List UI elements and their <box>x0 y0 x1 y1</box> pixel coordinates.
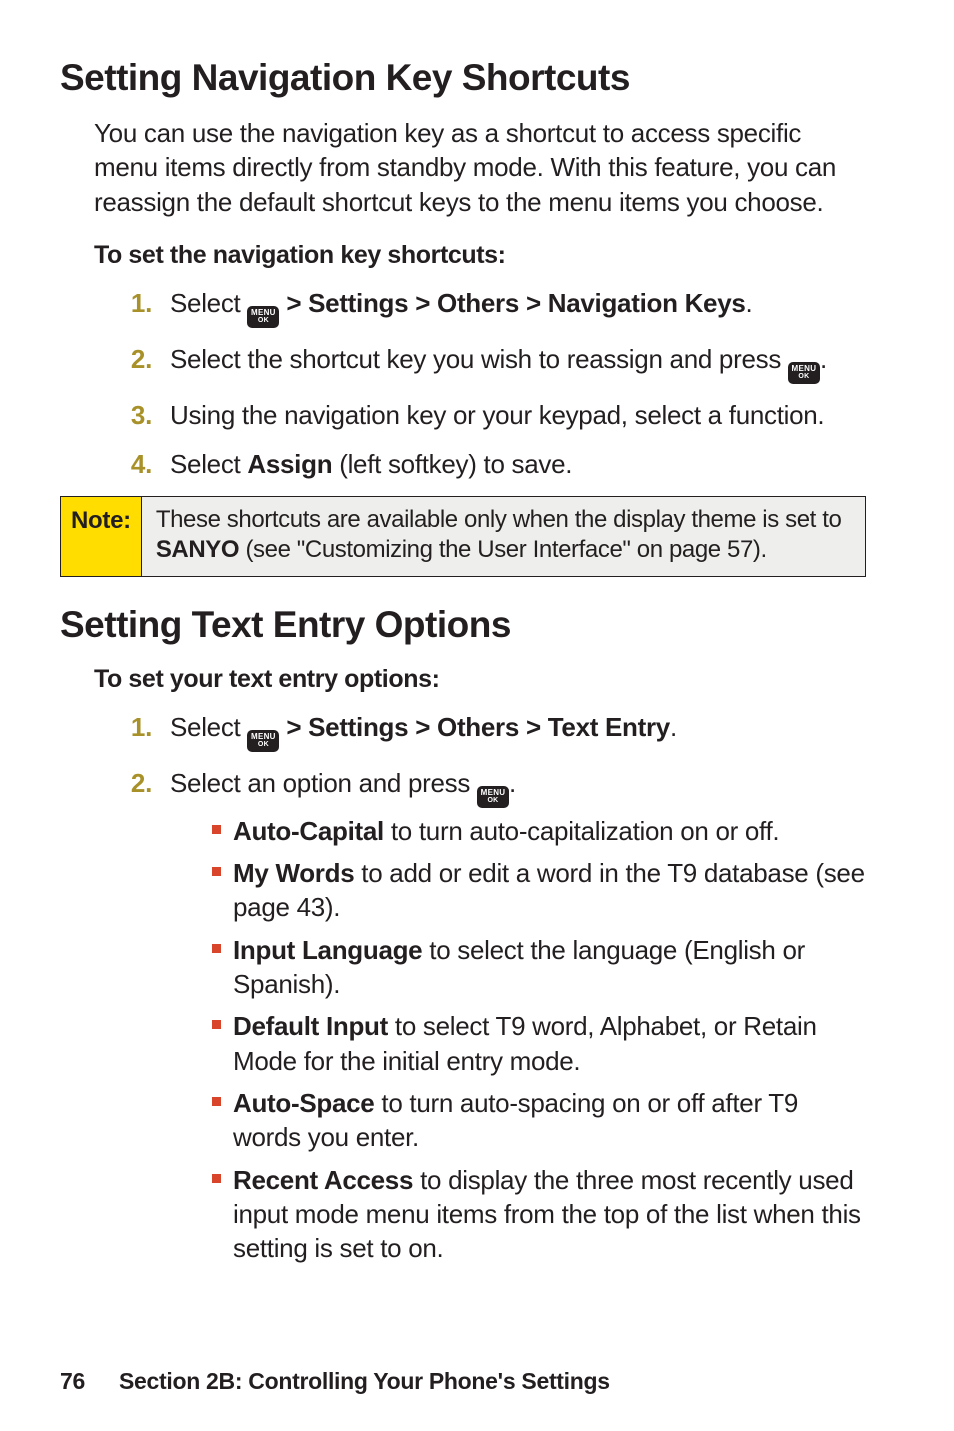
sub-text: My Words to add or edit a word in the T9… <box>233 856 866 925</box>
sub-item: My Words to add or edit a word in the T9… <box>212 856 866 925</box>
bold-term: Default Input <box>233 1011 388 1041</box>
sub-text: Input Language to select the language (E… <box>233 933 866 1002</box>
steps-nav: 1. Select MENUOK > Settings > Others > N… <box>128 286 866 482</box>
step-1: 1. Select MENUOK > Settings > Others > N… <box>128 286 866 328</box>
bold-term: My Words <box>233 858 354 888</box>
steps-text-entry: 1. Select MENUOK > Settings > Others > T… <box>128 710 866 1274</box>
heading-nav-shortcuts: Setting Navigation Key Shortcuts <box>60 54 866 102</box>
bold-term: Auto-Capital <box>233 816 384 846</box>
page-footer: 76 Section 2B: Controlling Your Phone's S… <box>60 1367 610 1397</box>
step-1: 1. Select MENUOK > Settings > Others > T… <box>128 710 866 752</box>
text: (left softkey) to save. <box>332 449 572 479</box>
menu-ok-icon: MENUOK <box>247 730 279 752</box>
sub-text: Default Input to select T9 word, Alphabe… <box>233 1009 866 1078</box>
step-number: 2. <box>128 766 152 801</box>
text: . <box>509 768 516 798</box>
menu-ok-icon: MENUOK <box>477 786 509 808</box>
step-text: Select MENUOK > Settings > Others > Text… <box>170 710 866 752</box>
note-body: These shortcuts are available only when … <box>142 497 865 576</box>
step-number: 1. <box>128 710 152 745</box>
step-text: Select Assign (left softkey) to save. <box>170 447 866 482</box>
text: . <box>670 712 677 742</box>
sub-text: Auto-Space to turn auto-spacing on or of… <box>233 1086 866 1155</box>
subhead-text-entry: To set your text entry options: <box>94 663 866 696</box>
note-label: Note: <box>61 497 142 576</box>
note-box: Note: These shortcuts are available only… <box>60 496 866 577</box>
text: to turn auto-capitalization on or off. <box>384 816 779 846</box>
step-text: Select the shortcut key you wish to reas… <box>170 342 866 384</box>
sub-item: Default Input to select T9 word, Alphabe… <box>212 1009 866 1078</box>
sub-item: Recent Access to display the three most … <box>212 1163 866 1266</box>
step-3: 3. Using the navigation key or your keyp… <box>128 398 866 433</box>
bullet-icon <box>212 1020 221 1029</box>
heading-text-entry: Setting Text Entry Options <box>60 601 866 649</box>
text: These shortcuts are available only when … <box>156 506 842 533</box>
intro-paragraph: You can use the navigation key as a shor… <box>94 116 866 219</box>
step-number: 4. <box>128 447 152 482</box>
text: Select an option and press <box>170 768 477 798</box>
bold-term: Assign <box>247 449 332 479</box>
text: . <box>746 288 753 318</box>
text: Select <box>170 712 247 742</box>
bullet-icon <box>212 825 221 834</box>
menu-path: > Settings > Others > Navigation Keys <box>279 288 745 318</box>
section-label: Section 2B: Controlling Your Phone's Set… <box>119 1368 610 1394</box>
text: Select the shortcut key you wish to reas… <box>170 344 788 374</box>
bold-term: SANYO <box>156 536 239 563</box>
sub-item: Auto-Space to turn auto-spacing on or of… <box>212 1086 866 1155</box>
text: Select <box>170 449 247 479</box>
step-2: 2. Select the shortcut key you wish to r… <box>128 342 866 384</box>
step-4: 4. Select Assign (left softkey) to save. <box>128 447 866 482</box>
bold-term: Auto-Space <box>233 1088 374 1118</box>
sub-options: Auto-Capital to turn auto-capitalization… <box>212 814 866 1266</box>
step-number: 2. <box>128 342 152 377</box>
text: Select <box>170 288 247 318</box>
menu-path: > Settings > Others > Text Entry <box>279 712 670 742</box>
menu-ok-icon: MENUOK <box>247 306 279 328</box>
step-2: 2. Select an option and press MENUOK. Au… <box>128 766 866 1274</box>
menu-ok-icon: MENUOK <box>788 362 820 384</box>
step-text: Select MENUOK > Settings > Others > Navi… <box>170 286 866 328</box>
bullet-icon <box>212 867 221 876</box>
bold-term: Recent Access <box>233 1165 413 1195</box>
bullet-icon <box>212 1174 221 1183</box>
sub-text: Auto-Capital to turn auto-capitalization… <box>233 814 866 848</box>
page-number: 76 <box>60 1368 85 1394</box>
sub-item: Input Language to select the language (E… <box>212 933 866 1002</box>
bullet-icon <box>212 944 221 953</box>
sub-text: Recent Access to display the three most … <box>233 1163 866 1266</box>
step-text: Select an option and press MENUOK. Auto-… <box>170 766 866 1274</box>
text: (see "Customizing the User Interface" on… <box>239 536 767 563</box>
step-text: Using the navigation key or your keypad,… <box>170 398 866 433</box>
text: . <box>820 344 827 374</box>
step-number: 3. <box>128 398 152 433</box>
subhead-nav: To set the navigation key shortcuts: <box>94 239 866 272</box>
step-number: 1. <box>128 286 152 321</box>
bold-term: Input Language <box>233 935 422 965</box>
bullet-icon <box>212 1097 221 1106</box>
sub-item: Auto-Capital to turn auto-capitalization… <box>212 814 866 848</box>
